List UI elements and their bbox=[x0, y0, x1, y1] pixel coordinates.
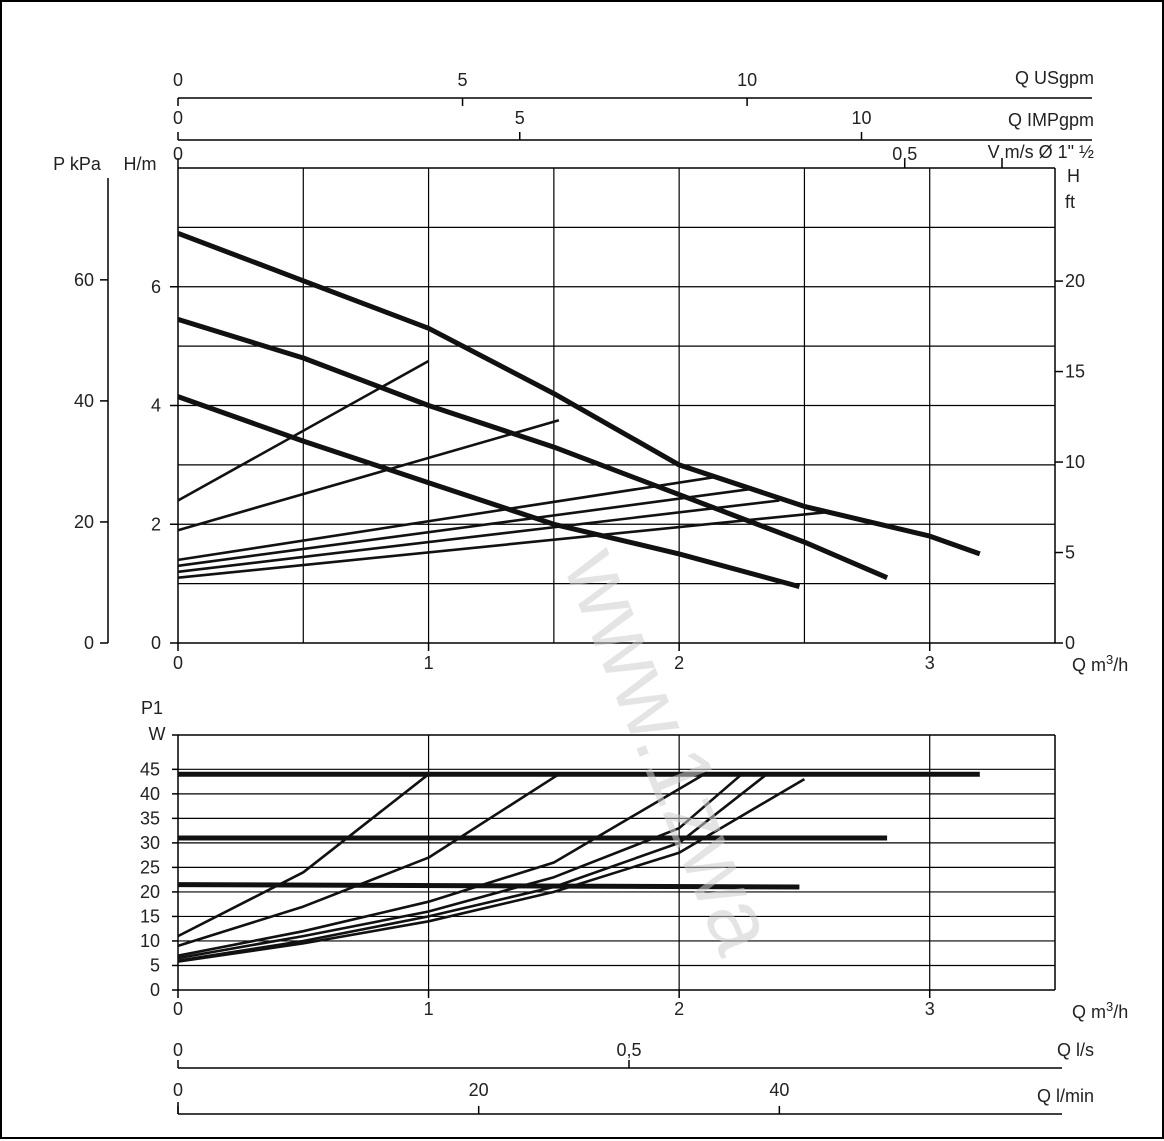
head-ft-axis-label-h: H bbox=[1067, 166, 1080, 186]
bottom-axis-tick-label: 20 bbox=[469, 1080, 489, 1100]
top-axis-tick-label: 5 bbox=[458, 70, 468, 90]
power-curve-5 bbox=[177, 773, 560, 948]
head-x-tick-label: 1 bbox=[424, 653, 434, 673]
power-y-tick-label: 30 bbox=[140, 833, 160, 853]
head-p-tick-label: 20 bbox=[74, 512, 94, 532]
head-curve-8 bbox=[177, 499, 780, 574]
head-ft-tick-label: 20 bbox=[1065, 271, 1085, 291]
bottom-axis-tick-label: 0 bbox=[173, 1080, 183, 1100]
head-curve-4 bbox=[177, 359, 430, 502]
head-ft-tick-label: 10 bbox=[1065, 452, 1085, 472]
head-ft-tick-label: 0 bbox=[1065, 633, 1075, 653]
power-y-axis-label-w: W bbox=[149, 724, 166, 744]
head-ft-tick-label: 5 bbox=[1065, 543, 1075, 563]
head-p-tick-label: 0 bbox=[84, 633, 94, 653]
head-curve-7 bbox=[177, 487, 755, 568]
head-curve-6 bbox=[177, 475, 717, 562]
head-x-tick-label: 2 bbox=[674, 653, 684, 673]
head-curve-9 bbox=[177, 511, 825, 579]
top-axis-tick-label: 10 bbox=[737, 70, 757, 90]
power-y-tick-label: 5 bbox=[150, 955, 160, 975]
head-p-tick-label: 40 bbox=[74, 391, 94, 411]
watermark-text: www.1zwa bbox=[543, 534, 796, 967]
bottom-axis-tick-label: 40 bbox=[769, 1080, 789, 1100]
top-axis-tick-label: 0 bbox=[173, 108, 183, 128]
top-axis-label: Q IMPgpm bbox=[1008, 110, 1094, 130]
head-x-tick-label: 0 bbox=[173, 653, 183, 673]
power-y-tick-label: 20 bbox=[140, 882, 160, 902]
head-curve-1 bbox=[177, 230, 981, 557]
top-axis-tick-label: 0 bbox=[173, 144, 183, 164]
power-y-tick-label: 45 bbox=[140, 759, 160, 779]
head-h-tick-label: 4 bbox=[151, 396, 161, 416]
power-y-tick-label: 25 bbox=[140, 857, 160, 877]
power-x-tick-label: 2 bbox=[674, 999, 684, 1019]
power-x-tick-label: 3 bbox=[925, 999, 935, 1019]
power-curve-4 bbox=[177, 773, 430, 938]
head-x-axis-label: Q m3/h bbox=[1072, 652, 1128, 675]
power-curve-9 bbox=[177, 777, 806, 963]
head-h-tick-label: 2 bbox=[151, 514, 161, 534]
top-axis-tick-label: 5 bbox=[515, 108, 525, 128]
power-y-tick-label: 0 bbox=[150, 980, 160, 1000]
top-axis-tick-label: 0 bbox=[173, 70, 183, 90]
power-curve-7 bbox=[177, 773, 743, 960]
power-y-tick-label: 15 bbox=[140, 906, 160, 926]
power-x-tick-label: 1 bbox=[424, 999, 434, 1019]
head-h-tick-label: 0 bbox=[151, 633, 161, 653]
bottom-axis-tick-label: 0 bbox=[173, 1040, 183, 1060]
bottom-axis-tick-label: 0,5 bbox=[616, 1040, 641, 1060]
top-axis-label: Q USgpm bbox=[1015, 68, 1094, 88]
power-curve-3 bbox=[177, 882, 800, 890]
head-h-axis-label: H/m bbox=[124, 154, 157, 174]
power-x-axis-label: Q m3/h bbox=[1072, 999, 1128, 1022]
power-x-tick-label: 0 bbox=[173, 999, 183, 1019]
head-p-tick-label: 60 bbox=[74, 270, 94, 290]
power-y-tick-label: 40 bbox=[140, 784, 160, 804]
head-curve-2 bbox=[177, 317, 889, 580]
top-axis-tick-label: 0,5 bbox=[892, 144, 917, 164]
head-curve-5 bbox=[177, 419, 560, 532]
power-curve-8 bbox=[177, 773, 768, 962]
head-ft-axis-label-ft: ft bbox=[1065, 192, 1075, 212]
power-y-tick-label: 10 bbox=[140, 931, 160, 951]
head-h-tick-label: 6 bbox=[151, 277, 161, 297]
head-p-axis-label: P kPa bbox=[53, 154, 102, 174]
power-y-axis-label-p1: P1 bbox=[141, 698, 163, 718]
top-axis-label: V m/s Ø 1" ½ bbox=[988, 142, 1094, 162]
head-curve-3 bbox=[177, 394, 801, 590]
head-x-tick-label: 3 bbox=[925, 653, 935, 673]
power-y-tick-label: 35 bbox=[140, 808, 160, 828]
bottom-axis-label: Q l/s bbox=[1057, 1040, 1094, 1060]
top-axis-tick-label: 10 bbox=[851, 108, 871, 128]
bottom-axis-label: Q l/min bbox=[1037, 1086, 1094, 1106]
head-ft-tick-label: 15 bbox=[1065, 362, 1085, 382]
power-curve-6 bbox=[177, 773, 705, 957]
